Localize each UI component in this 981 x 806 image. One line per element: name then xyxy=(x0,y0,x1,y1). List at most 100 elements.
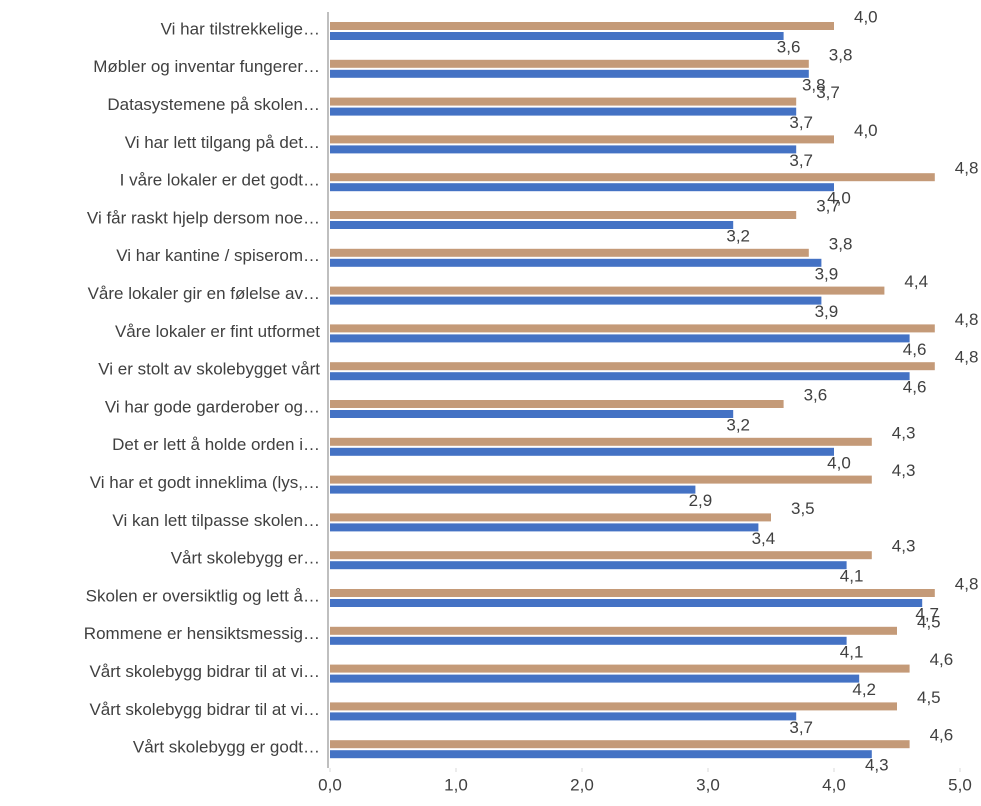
data-label: 4,3 xyxy=(892,423,916,442)
bar xyxy=(330,286,885,295)
data-label: 3,7 xyxy=(789,151,813,170)
bar xyxy=(330,523,759,532)
category-label: Vi har et godt inneklima (lys,… xyxy=(90,473,320,492)
bar xyxy=(330,437,872,446)
category-label: Vårt skolebygg bidrar til at vi… xyxy=(89,662,320,681)
category-label: Vi får raskt hjelp dersom noe… xyxy=(87,208,320,227)
category-label: Vi har gode garderober og… xyxy=(105,397,320,416)
data-label: 3,6 xyxy=(777,37,801,56)
data-label: 4,6 xyxy=(903,378,927,397)
category-label: Datasystemene på skolen… xyxy=(107,95,320,114)
category-label: Vårt skolebygg bidrar til at vi… xyxy=(89,700,320,719)
bar xyxy=(330,173,935,182)
data-label: 3,5 xyxy=(791,499,815,518)
category-label: Våre lokaler er fint utformet xyxy=(115,322,320,341)
data-label: 3,2 xyxy=(726,415,750,434)
x-tick-label: 0,0 xyxy=(318,775,342,794)
category-label: Vi er stolt av skolebygget vårt xyxy=(98,360,320,379)
data-label: 4,8 xyxy=(955,310,979,329)
data-label: 3,9 xyxy=(815,264,839,283)
bar xyxy=(330,221,734,229)
data-label: 4,6 xyxy=(930,650,954,669)
bar xyxy=(330,22,834,30)
x-tick-label: 1,0 xyxy=(444,775,468,794)
data-label: 3,8 xyxy=(829,45,853,64)
data-label: 4,3 xyxy=(892,537,916,556)
bar xyxy=(330,740,910,749)
bar xyxy=(330,410,734,418)
bar xyxy=(330,475,872,484)
data-label: 3,7 xyxy=(816,83,840,102)
category-label: I våre lokaler er det godt… xyxy=(120,171,320,190)
bar xyxy=(330,485,696,494)
data-label: 4,5 xyxy=(917,612,941,631)
bar xyxy=(330,750,872,759)
data-label: 3,2 xyxy=(726,226,750,245)
data-label: 4,0 xyxy=(827,453,851,472)
bar xyxy=(330,296,822,305)
bar xyxy=(330,513,771,522)
bar xyxy=(330,258,822,267)
data-label: 4,4 xyxy=(904,272,928,291)
data-label: 4,6 xyxy=(930,726,954,745)
data-label: 4,0 xyxy=(827,189,851,208)
category-label: Vi kan lett tilpasse skolen… xyxy=(112,511,320,530)
bar xyxy=(330,362,935,371)
data-label: 3,9 xyxy=(815,302,839,321)
data-label: 4,8 xyxy=(955,574,979,593)
x-tick-label: 5,0 xyxy=(948,775,972,794)
data-label: 3,4 xyxy=(752,529,776,548)
data-label: 4,7 xyxy=(915,604,939,623)
data-label: 3,8 xyxy=(802,75,826,94)
category-label: Vårt skolebygg er godt… xyxy=(133,738,320,757)
data-label: 4,3 xyxy=(892,461,916,480)
bar xyxy=(330,135,834,144)
bar xyxy=(330,664,910,673)
data-label: 4,1 xyxy=(840,642,864,661)
bar xyxy=(330,145,797,154)
bar xyxy=(330,211,797,219)
data-label: 4,2 xyxy=(852,680,876,699)
data-label: 4,8 xyxy=(955,348,979,367)
data-label: 4,1 xyxy=(840,567,864,586)
category-label: Rommene er hensiktsmessig… xyxy=(84,624,320,643)
bar xyxy=(330,561,847,570)
x-tick-label: 3,0 xyxy=(696,775,720,794)
data-label: 4,8 xyxy=(955,159,979,178)
bar xyxy=(330,712,797,721)
category-label: Det er lett å holde orden i… xyxy=(112,435,320,454)
bar xyxy=(330,447,834,456)
bar xyxy=(330,589,935,597)
category-label: Skolen er oversiktlig og lett å… xyxy=(86,586,320,605)
bar xyxy=(330,107,797,116)
data-label: 4,5 xyxy=(917,688,941,707)
x-tick-label: 4,0 xyxy=(822,775,846,794)
category-label: Vi har tilstrekkelige… xyxy=(161,19,320,38)
data-label: 4,0 xyxy=(854,121,878,140)
data-label: 3,6 xyxy=(804,385,828,404)
data-label: 3,8 xyxy=(829,234,853,253)
bar xyxy=(330,334,910,343)
bar xyxy=(330,400,784,408)
category-label: Våre lokaler gir en følelse av… xyxy=(88,284,320,303)
bar xyxy=(330,636,847,645)
category-label: Vi har kantine / spiserom… xyxy=(116,246,320,265)
data-label: 4,6 xyxy=(903,340,927,359)
bar xyxy=(330,248,809,257)
category-label: Vi har lett tilgang på det… xyxy=(125,133,320,152)
data-label: 3,7 xyxy=(816,196,840,215)
bar xyxy=(330,674,860,683)
category-label: Møbler og inventar fungerer… xyxy=(93,57,320,76)
bar xyxy=(330,69,809,78)
bar xyxy=(330,626,897,635)
bar xyxy=(330,372,910,381)
bar xyxy=(330,599,923,607)
bar xyxy=(330,183,834,192)
data-label: 3,7 xyxy=(789,113,813,132)
category-label: Vårt skolebygg er… xyxy=(171,549,320,568)
x-tick-label: 2,0 xyxy=(570,775,594,794)
bar xyxy=(330,32,784,40)
bar xyxy=(330,324,935,333)
data-label: 4,0 xyxy=(854,7,878,26)
bar xyxy=(330,702,897,711)
